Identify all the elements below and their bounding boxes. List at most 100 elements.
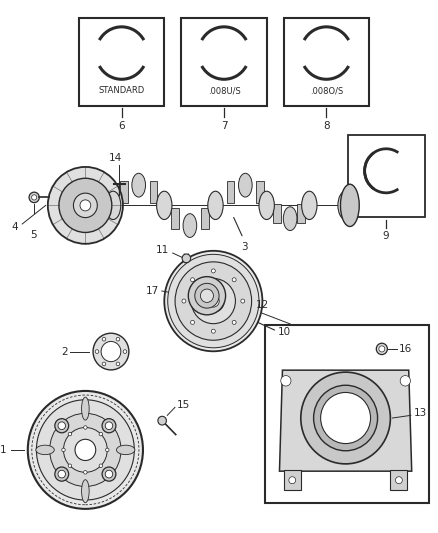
Bar xyxy=(390,470,407,490)
Ellipse shape xyxy=(99,464,102,467)
Text: 12: 12 xyxy=(256,300,269,310)
Ellipse shape xyxy=(55,467,69,481)
Text: 6: 6 xyxy=(118,120,125,131)
Ellipse shape xyxy=(212,269,215,273)
Ellipse shape xyxy=(340,184,359,227)
Ellipse shape xyxy=(32,195,37,200)
Text: 2: 2 xyxy=(61,346,67,357)
Ellipse shape xyxy=(168,254,259,348)
Ellipse shape xyxy=(99,432,102,436)
Ellipse shape xyxy=(201,289,213,302)
Ellipse shape xyxy=(191,320,194,325)
Ellipse shape xyxy=(62,448,65,451)
Ellipse shape xyxy=(183,214,197,237)
Bar xyxy=(273,204,281,223)
Text: 5: 5 xyxy=(30,230,37,240)
Ellipse shape xyxy=(158,416,166,425)
Bar xyxy=(284,18,369,106)
Ellipse shape xyxy=(301,372,390,464)
Ellipse shape xyxy=(95,350,99,353)
Ellipse shape xyxy=(289,477,296,484)
Ellipse shape xyxy=(281,376,291,386)
Ellipse shape xyxy=(283,207,297,231)
Ellipse shape xyxy=(191,278,235,324)
Text: STANDARD: STANDARD xyxy=(99,86,145,95)
Text: 17: 17 xyxy=(146,286,159,296)
Ellipse shape xyxy=(208,191,223,220)
Ellipse shape xyxy=(241,299,245,303)
Ellipse shape xyxy=(379,346,385,352)
Ellipse shape xyxy=(123,350,127,353)
Ellipse shape xyxy=(116,337,120,341)
Bar xyxy=(181,18,267,106)
Text: 13: 13 xyxy=(414,408,427,418)
Ellipse shape xyxy=(80,200,91,211)
Text: 8: 8 xyxy=(323,120,330,131)
Ellipse shape xyxy=(259,191,274,220)
Ellipse shape xyxy=(84,471,87,474)
Ellipse shape xyxy=(101,342,121,362)
Bar xyxy=(79,18,164,106)
Ellipse shape xyxy=(81,397,89,420)
Ellipse shape xyxy=(400,376,410,386)
Text: 7: 7 xyxy=(221,120,227,131)
Text: 1: 1 xyxy=(0,445,7,455)
Ellipse shape xyxy=(84,426,87,429)
Ellipse shape xyxy=(232,278,236,282)
Text: 10: 10 xyxy=(278,327,291,337)
Text: .008O/S: .008O/S xyxy=(310,86,343,95)
Ellipse shape xyxy=(105,470,113,478)
Bar xyxy=(120,181,127,203)
Polygon shape xyxy=(279,370,412,471)
Ellipse shape xyxy=(208,295,219,307)
Ellipse shape xyxy=(59,178,112,232)
Text: 4: 4 xyxy=(11,222,18,232)
Text: 11: 11 xyxy=(156,245,170,255)
Ellipse shape xyxy=(321,392,371,443)
Bar xyxy=(201,208,208,229)
Bar xyxy=(256,181,264,203)
Ellipse shape xyxy=(195,284,219,308)
Ellipse shape xyxy=(182,254,191,263)
Ellipse shape xyxy=(28,391,143,509)
Ellipse shape xyxy=(191,278,194,282)
Text: 16: 16 xyxy=(399,344,412,354)
Ellipse shape xyxy=(102,467,116,481)
Ellipse shape xyxy=(188,277,226,315)
Ellipse shape xyxy=(106,448,109,451)
Ellipse shape xyxy=(93,333,129,370)
Ellipse shape xyxy=(68,464,72,467)
Ellipse shape xyxy=(314,385,378,451)
Ellipse shape xyxy=(117,445,135,455)
Ellipse shape xyxy=(212,329,215,333)
Text: .008U/S: .008U/S xyxy=(208,86,240,95)
Bar xyxy=(265,325,429,503)
Ellipse shape xyxy=(81,480,89,503)
Ellipse shape xyxy=(116,362,120,366)
Bar xyxy=(171,208,179,229)
Bar xyxy=(348,135,424,217)
Ellipse shape xyxy=(175,262,251,340)
Ellipse shape xyxy=(376,343,387,354)
Ellipse shape xyxy=(36,445,54,455)
Ellipse shape xyxy=(55,418,69,433)
Ellipse shape xyxy=(232,320,236,325)
Ellipse shape xyxy=(36,400,134,500)
Ellipse shape xyxy=(239,173,252,197)
Ellipse shape xyxy=(49,413,121,487)
Text: 15: 15 xyxy=(177,400,191,410)
Text: 9: 9 xyxy=(383,231,389,241)
Ellipse shape xyxy=(74,193,97,217)
Ellipse shape xyxy=(102,418,116,433)
Ellipse shape xyxy=(29,192,39,203)
Ellipse shape xyxy=(58,470,66,478)
Ellipse shape xyxy=(338,191,353,220)
Ellipse shape xyxy=(106,191,121,220)
Ellipse shape xyxy=(202,290,224,312)
Ellipse shape xyxy=(58,422,66,430)
Text: 14: 14 xyxy=(109,153,122,163)
Bar xyxy=(150,181,158,203)
Ellipse shape xyxy=(182,299,186,303)
Ellipse shape xyxy=(102,337,106,341)
Ellipse shape xyxy=(164,251,262,351)
